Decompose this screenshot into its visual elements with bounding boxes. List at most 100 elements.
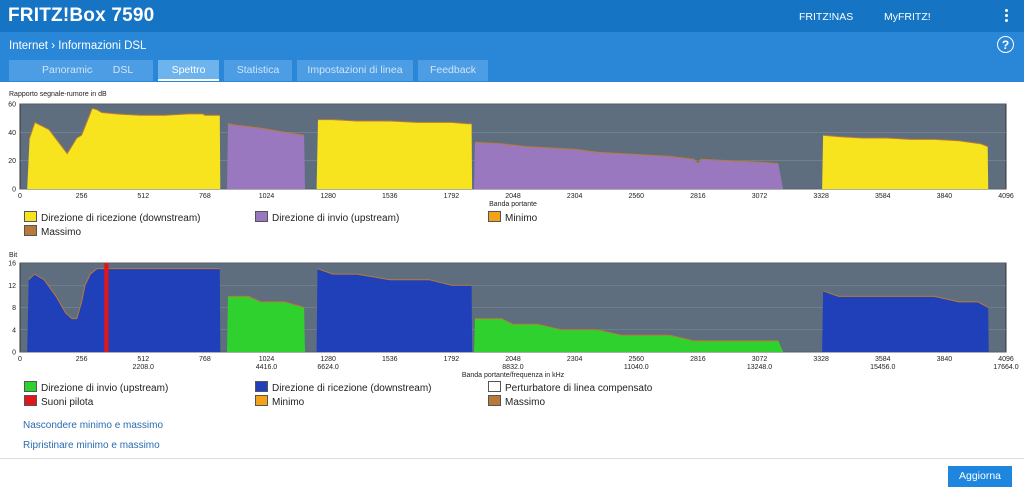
x-tick-label: 3328 (813, 356, 829, 363)
series-area-downstream (27, 108, 221, 189)
x-freq-label: 4416.0 (256, 364, 278, 371)
series-area-upstream (474, 142, 784, 189)
x-tick-label: 1024 (259, 193, 275, 200)
y-tick-label: 40 (8, 130, 16, 137)
x-tick-label: 2048 (505, 356, 521, 363)
x-tick-label: 2816 (690, 193, 706, 200)
legend-snr-upstream[interactable]: Direzione di invio (upstream) (255, 211, 399, 224)
legend-label: Minimo (505, 213, 538, 224)
x-tick-label: 4096 (998, 356, 1014, 363)
series-max-line (474, 141, 779, 165)
x-freq-label: 6624.0 (317, 364, 339, 371)
breadcrumb-parent[interactable]: Internet (9, 40, 48, 52)
x-tick-label: 1280 (320, 193, 336, 200)
x-tick-label: 3328 (813, 193, 829, 200)
app-title: FRITZ!Box 7590 (8, 5, 155, 26)
legend-bits-downstream[interactable]: Direzione di ricezione (downstream) (255, 381, 432, 394)
tab-dsl[interactable]: DSL (93, 60, 153, 81)
legend-label: Perturbatore di linea compensato (505, 383, 653, 394)
refresh-button[interactable]: Aggiorna (948, 466, 1012, 487)
reset-minmax-link[interactable]: Ripristinare minimo e massimo (23, 440, 160, 451)
x-freq-label: 17664.0 (993, 364, 1018, 371)
x-tick-label: 1792 (444, 356, 460, 363)
snr-chart: 0 20 40 60 0 256 512 768 1024 1280 1536 1792 2048 230… (8, 102, 1014, 209)
x-tick-label: 3584 (875, 193, 891, 200)
kebab-menu-icon[interactable] (1003, 9, 1009, 25)
x-tick-label: 3840 (937, 193, 953, 200)
legend-swatch (24, 211, 37, 222)
x-tick-label: 2304 (567, 193, 583, 200)
x-tick-label: 1792 (444, 193, 460, 200)
nav-myfritz[interactable]: MyFRITZ! (884, 11, 931, 23)
legend-snr-massimo[interactable]: Massimo (24, 225, 81, 238)
tab-statistica[interactable]: Statistica (224, 60, 292, 81)
series-max-line (28, 268, 220, 320)
series-max-line (317, 268, 472, 286)
x-tick-label: 2560 (628, 193, 644, 200)
x-freq-label: 8832.0 (502, 364, 524, 371)
y-tick-label: 60 (8, 102, 16, 109)
x-tick-label: 3072 (752, 356, 768, 363)
legend-bits-minimo[interactable]: Minimo (255, 395, 304, 408)
help-icon[interactable]: ? (997, 36, 1014, 53)
top-bar: FRITZ!Box 7590 FRITZ!NAS MyFRITZ! (0, 0, 1024, 32)
legend-swatch (255, 395, 268, 406)
legend-bits-massimo[interactable]: Massimo (488, 395, 545, 408)
legend-label: Direzione di invio (upstream) (41, 383, 169, 394)
hide-minmax-link[interactable]: Nascondere minimo e massimo (23, 420, 164, 431)
legend-swatch (255, 381, 268, 392)
x-tick-label: 2560 (628, 356, 644, 363)
tab-spettro[interactable]: Spettro (158, 60, 219, 81)
legend-swatch (255, 211, 268, 222)
breadcrumb: Internet › Informazioni DSL (9, 40, 146, 52)
legend-label: Massimo (505, 397, 546, 408)
tab-impostazioni[interactable]: Impostazioni di linea (297, 60, 413, 81)
x-tick-label: 512 (137, 193, 149, 200)
y-tick-label: 16 (8, 261, 16, 268)
legend-swatch (24, 381, 37, 392)
nav-fritznas[interactable]: FRITZ!NAS (799, 11, 854, 23)
series-area-down_bits (27, 268, 221, 352)
series-area-up_bits (227, 296, 305, 352)
legend-swatch (488, 395, 501, 406)
series-area-down_bits (316, 268, 473, 352)
series-max-line (823, 134, 988, 147)
legend-label: Suoni pilota (41, 397, 94, 408)
footer-divider (0, 458, 1024, 459)
x-freq-label: 11040.0 (624, 364, 649, 371)
legend-bits-perturbatore[interactable]: Perturbatore di linea compensato (488, 381, 652, 394)
x-freq-label: 2208.0 (133, 364, 155, 371)
snr-chart-title: Rapporto segnale-rumore in dB (9, 91, 107, 98)
legend-label: Direzione di ricezione (downstream) (272, 383, 432, 394)
x-tick-label: 1536 (382, 193, 398, 200)
y-tick-label: 4 (12, 327, 16, 334)
y-tick-label: 8 (12, 305, 16, 312)
legend-label: Massimo (41, 227, 82, 238)
breadcrumb-separator-icon: › (51, 40, 56, 52)
x-tick-label: 0 (18, 356, 22, 363)
x-tick-label: 512 (137, 356, 149, 363)
legend-bits-pilot[interactable]: Suoni pilota (24, 395, 93, 408)
legend-swatch (24, 225, 37, 236)
series-max-line (475, 318, 779, 342)
legend-snr-minimo[interactable]: Minimo (488, 211, 537, 224)
x-tick-label: 256 (76, 193, 88, 200)
tab-feedback[interactable]: Feedback (418, 60, 488, 81)
legend-snr-downstream[interactable]: Direzione di ricezione (downstream) (24, 211, 201, 224)
series-max-line (822, 290, 989, 308)
legend-swatch (24, 395, 37, 406)
y-tick-label: 0 (12, 187, 16, 194)
series-max-line (227, 123, 305, 136)
series-area-down_bits (822, 290, 989, 352)
x-tick-label: 3072 (752, 193, 768, 200)
x-tick-label: 1024 (259, 356, 275, 363)
legend-bits-upstream[interactable]: Direzione di invio (upstream) (24, 381, 168, 394)
x-freq-label: 15456.0 (870, 364, 895, 371)
x-freq-label: 13248.0 (747, 364, 772, 371)
y-tick-label: 20 (8, 158, 16, 165)
x-tick-label: 3840 (937, 356, 953, 363)
x-tick-label: 2304 (567, 356, 583, 363)
x-tick-label: 4096 (998, 193, 1014, 200)
x-tick-label: 1536 (382, 356, 398, 363)
